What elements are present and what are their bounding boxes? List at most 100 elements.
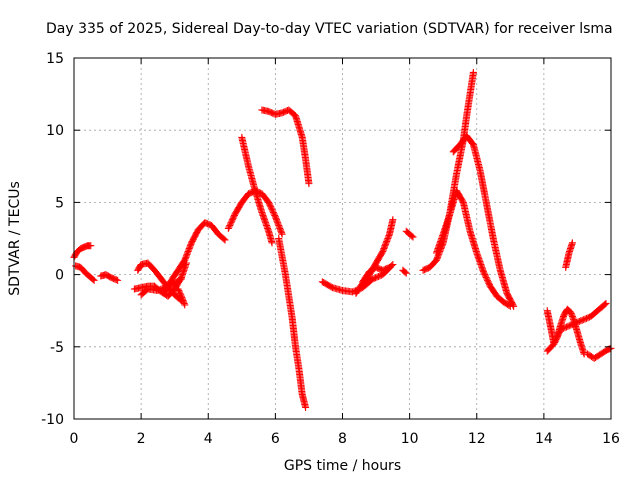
data-point: [225, 223, 233, 231]
data-point: [181, 255, 189, 263]
data-point: [469, 68, 477, 76]
data-point: [266, 201, 274, 209]
data-point: [567, 308, 575, 316]
data-point: [274, 219, 282, 227]
data-point: [480, 269, 488, 277]
series-arc-15: [359, 263, 393, 286]
data-point: [180, 298, 188, 306]
data-point: [568, 312, 576, 320]
data-point: [385, 263, 393, 271]
data-point: [433, 255, 441, 263]
data-point: [182, 253, 190, 261]
y-tick-label: 10: [46, 123, 64, 139]
data-point: [180, 299, 188, 307]
data-point: [401, 268, 409, 276]
data-point: [485, 279, 493, 287]
chart-title: Day 335 of 2025, Sidereal Day-to-day VTE…: [46, 21, 613, 37]
data-point: [184, 249, 192, 257]
series-arc-03: [97, 271, 122, 284]
series-arc-11: [258, 106, 313, 188]
x-tick-label: 8: [338, 431, 347, 447]
data-point: [227, 219, 235, 227]
data-points: [70, 68, 615, 411]
y-axis-label: SDTVAR / TECUs: [7, 181, 23, 296]
data-point: [271, 211, 279, 219]
data-point: [553, 333, 561, 341]
data-point: [181, 256, 189, 264]
data-point: [268, 206, 276, 214]
data-point: [276, 226, 284, 234]
data-point: [89, 275, 97, 283]
data-point: [379, 247, 387, 255]
series-arc-23: [562, 239, 576, 271]
data-point: [267, 203, 275, 211]
x-tick-label: 2: [137, 431, 146, 447]
data-point: [112, 276, 120, 284]
data-point: [553, 334, 561, 342]
data-point: [380, 243, 388, 251]
series-arc-16: [399, 266, 410, 277]
data-point: [482, 273, 490, 281]
data-point: [267, 204, 275, 212]
x-tick-label: 0: [70, 431, 79, 447]
data-point: [269, 209, 277, 217]
data-point: [602, 299, 610, 307]
data-point: [174, 285, 182, 293]
data-point: [385, 232, 393, 240]
data-point: [383, 237, 391, 245]
data-point: [181, 301, 189, 309]
series-arc-19: [449, 132, 518, 310]
data-point: [179, 295, 187, 303]
data-point: [551, 338, 559, 346]
series-arc-18: [419, 68, 477, 274]
data-point: [220, 235, 228, 243]
x-tick-label: 14: [535, 431, 553, 447]
data-point: [275, 223, 283, 231]
data-point: [228, 216, 236, 224]
series-arc-07: [161, 219, 229, 296]
data-point: [550, 340, 558, 348]
data-point: [278, 230, 286, 238]
data-point: [221, 236, 229, 244]
data-point: [186, 243, 194, 251]
series-arc-02: [72, 262, 98, 284]
x-tick-label: 6: [271, 431, 280, 447]
data-point: [555, 328, 563, 336]
data-point: [177, 291, 185, 299]
data-point: [178, 294, 186, 302]
data-point: [268, 239, 276, 247]
data-point: [483, 276, 491, 284]
data-point: [269, 207, 277, 215]
data-point: [90, 276, 98, 284]
data-point: [505, 302, 513, 310]
data-point: [481, 271, 489, 279]
data-point: [265, 200, 273, 208]
data-point: [389, 260, 397, 268]
data-point: [274, 220, 282, 228]
data-point: [402, 269, 410, 277]
plot-frame: [73, 57, 612, 420]
axis-ticks: 0 2 4 6 8 10 12 14 16 -10 -5 0 5 10 15: [41, 51, 620, 447]
data-point: [276, 224, 284, 232]
data-point: [275, 222, 283, 230]
data-point: [185, 245, 193, 253]
series-arc-17: [402, 227, 417, 241]
data-point: [270, 210, 278, 218]
data-point: [183, 250, 191, 258]
data-point: [272, 214, 280, 222]
data-point: [555, 330, 563, 338]
data-point: [567, 310, 575, 318]
x-tick-label: 12: [468, 431, 486, 447]
data-point: [384, 264, 392, 272]
x-tick-label: 16: [602, 431, 620, 447]
data-point: [380, 245, 388, 253]
data-point: [432, 256, 440, 264]
data-point: [230, 213, 238, 221]
data-point: [226, 222, 234, 230]
y-tick-label: -10: [41, 412, 64, 428]
data-point: [176, 289, 184, 297]
series-arc-10: [238, 133, 276, 247]
x-tick-label: 4: [204, 431, 213, 447]
data-point: [273, 217, 281, 225]
